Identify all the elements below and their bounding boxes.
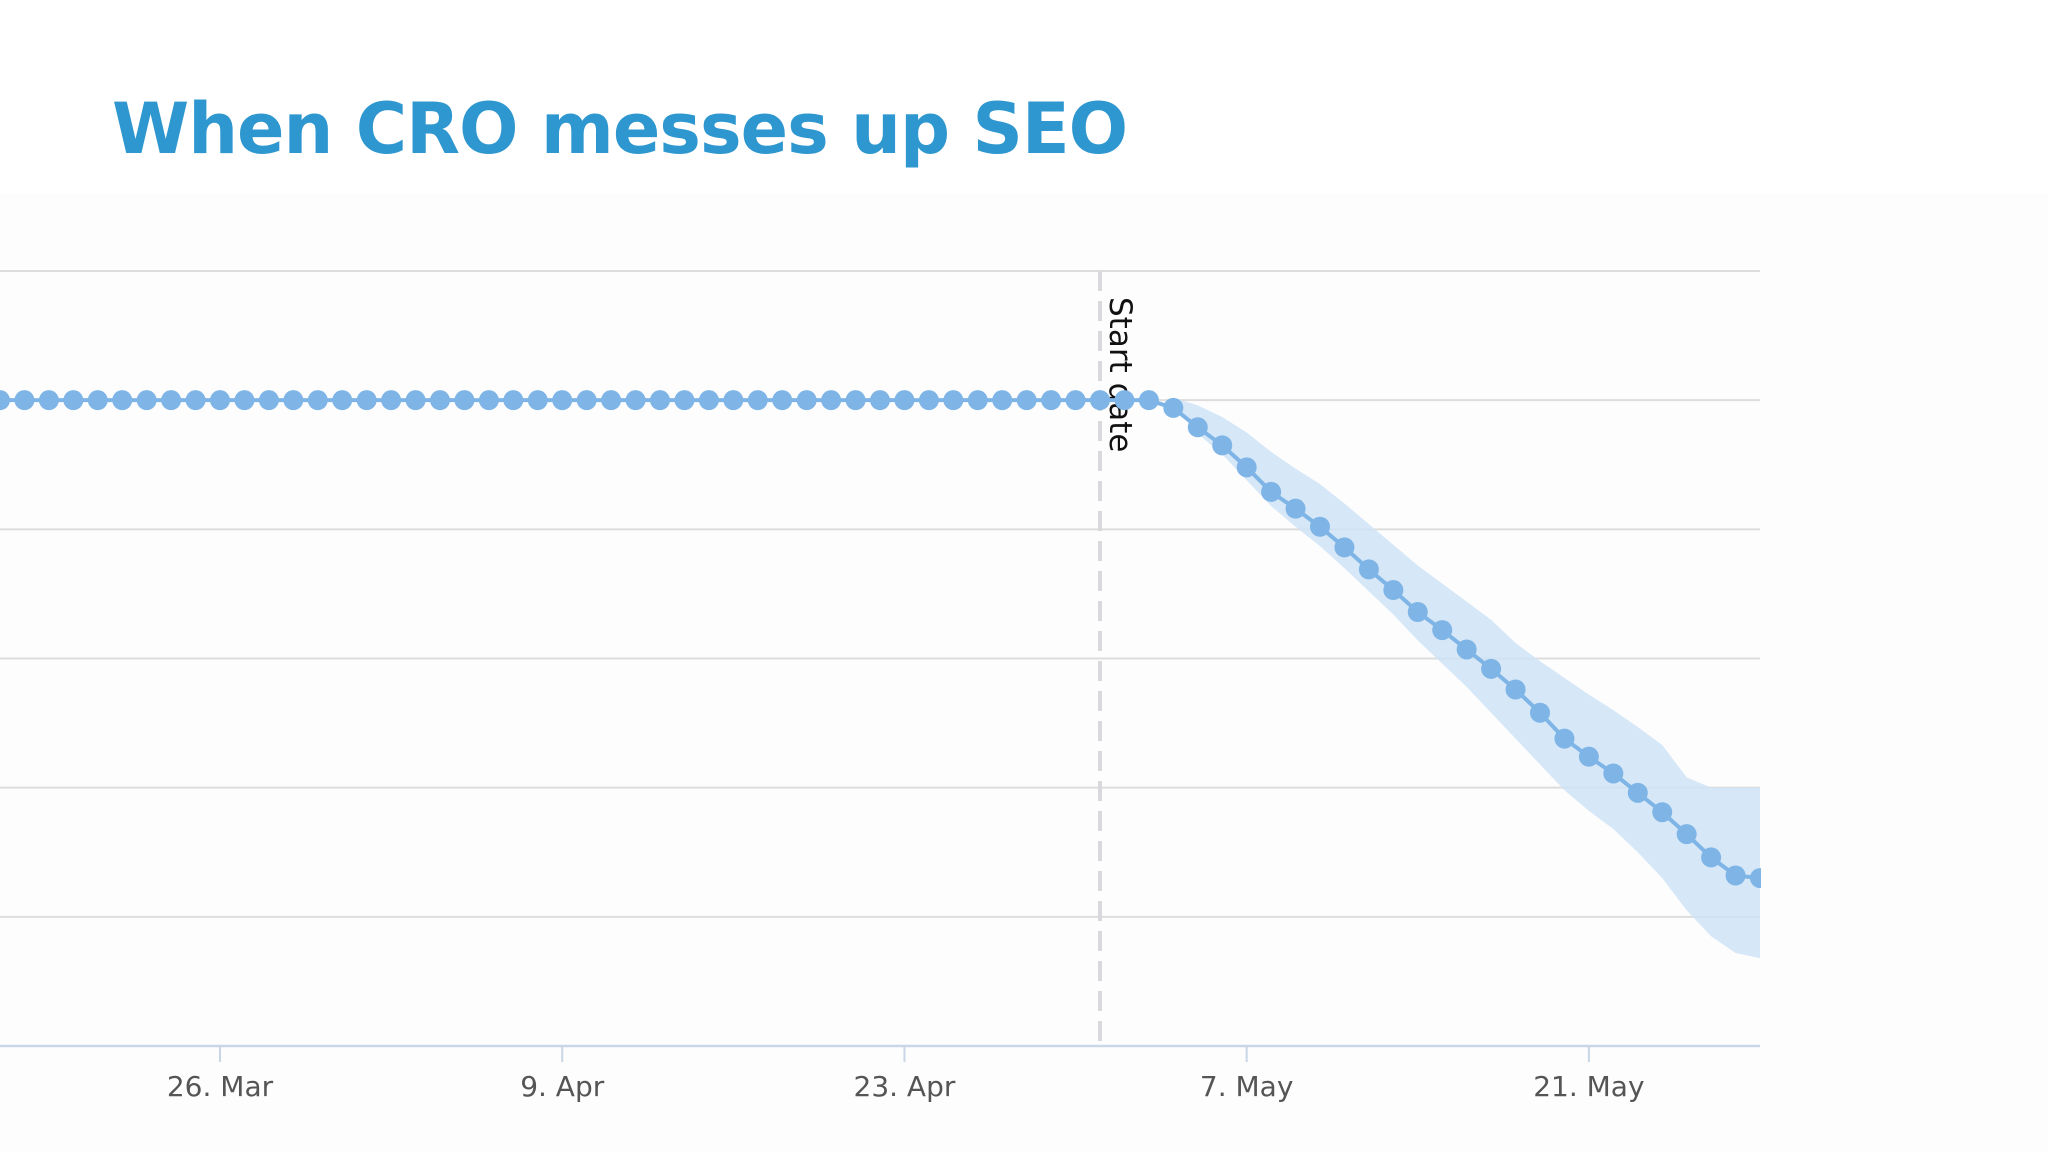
data-point [454, 390, 475, 411]
data-point [1261, 481, 1282, 502]
data-point [1701, 847, 1722, 868]
data-point [1114, 390, 1135, 411]
data-point [1236, 457, 1257, 478]
data-point [845, 390, 866, 411]
data-point [576, 390, 597, 411]
data-point [87, 390, 108, 411]
data-point [1383, 580, 1404, 601]
data-point [1163, 397, 1184, 418]
data-point [772, 390, 793, 411]
data-point [1016, 390, 1037, 411]
data-point [870, 390, 890, 411]
data-point [356, 390, 377, 411]
start-date-label: Start date [1102, 297, 1138, 452]
data-point [1041, 390, 1062, 411]
data-point [1676, 824, 1697, 845]
data-point [1725, 865, 1746, 886]
data-point [1578, 746, 1599, 767]
data-point [698, 390, 719, 411]
data-point [1065, 390, 1086, 411]
data-point [1432, 620, 1453, 641]
data-point [1187, 417, 1208, 438]
data-point [478, 390, 499, 411]
data-point [552, 390, 573, 411]
data-point [1627, 782, 1648, 803]
data-point [1407, 602, 1428, 622]
data-point [625, 390, 646, 411]
data-point [747, 390, 768, 411]
data-point [1358, 559, 1379, 580]
data-point [992, 390, 1013, 411]
x-tick-label: 9. Apr [520, 1070, 605, 1103]
data-point [381, 390, 402, 411]
data-point [14, 390, 35, 411]
data-point [161, 390, 182, 411]
data-point [796, 390, 817, 411]
data-point [1530, 702, 1550, 723]
data-point [1652, 802, 1673, 823]
data-point [1090, 390, 1110, 411]
data-point [943, 390, 964, 411]
data-point [405, 390, 426, 411]
data-point [112, 390, 133, 411]
data-point [283, 390, 304, 411]
data-point [1212, 435, 1233, 456]
x-tick-label: 21. May [1533, 1070, 1644, 1103]
data-point [1310, 516, 1330, 537]
data-point [1481, 658, 1502, 679]
data-point [136, 390, 157, 411]
data-point [234, 390, 255, 411]
data-point [1505, 679, 1526, 700]
data-point [0, 390, 10, 411]
x-tick-label: 7. May [1200, 1070, 1294, 1103]
data-point [503, 390, 524, 411]
data-point [601, 390, 622, 411]
confidence-band [1173, 397, 1760, 959]
data-point [185, 390, 206, 411]
data-point [430, 390, 450, 411]
chart-panel [0, 194, 2048, 1152]
x-tick-label: 23. Apr [854, 1070, 956, 1103]
data-point [723, 390, 744, 411]
x-tick-label: 26. Mar [167, 1070, 274, 1103]
data-point [650, 390, 670, 411]
data-point [1603, 763, 1624, 784]
data-point [1554, 728, 1575, 749]
data-point [674, 390, 695, 411]
data-point [332, 390, 353, 411]
data-point [307, 390, 328, 411]
data-point [63, 390, 84, 411]
data-point [894, 390, 915, 411]
data-point [527, 390, 548, 411]
data-point [1456, 639, 1477, 660]
data-point [1750, 868, 1761, 889]
slide-title: When CRO messes up SEO [112, 88, 1128, 170]
data-point [1138, 390, 1159, 411]
data-point [918, 390, 939, 411]
data-point [821, 390, 842, 411]
data-point [1334, 537, 1355, 558]
data-point [967, 390, 988, 411]
data-point [38, 390, 59, 411]
data-point [1285, 498, 1306, 519]
data-point [210, 390, 230, 411]
data-point [258, 390, 279, 411]
